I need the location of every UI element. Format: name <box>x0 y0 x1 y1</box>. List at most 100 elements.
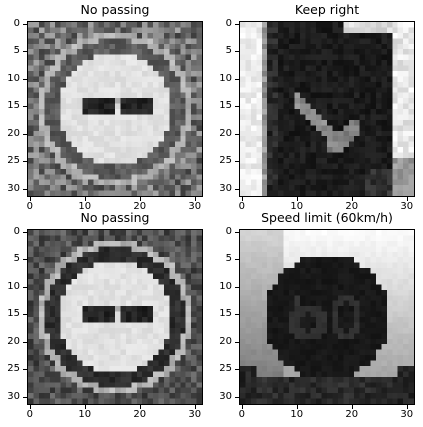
subplot-title: No passing <box>80 210 150 225</box>
y-tick-label: 25 <box>219 155 232 167</box>
x-tick-label: 20 <box>133 409 147 420</box>
y-tick-label: 25 <box>7 155 20 167</box>
y-tick-label: 20 <box>219 127 232 139</box>
y-tick-mark <box>23 23 27 25</box>
y-tick-mark <box>23 78 27 80</box>
traffic-sign-image <box>27 229 203 405</box>
x-tick-mark <box>194 197 196 201</box>
y-tick-label: 15 <box>7 308 20 320</box>
y-tick-mark <box>23 188 27 190</box>
y-tick-mark <box>235 23 239 25</box>
subplot-1: No passing 0 5 10 15 20 25 30 0 10 20 30 <box>7 2 203 212</box>
subplot-4: Speed limit (60km/h) 0 5 10 15 20 25 30 0 10 20 30 <box>219 210 415 420</box>
x-tick-label: 20 <box>345 201 359 212</box>
traffic-sign-image <box>27 21 203 197</box>
y-tick-mark <box>235 188 239 190</box>
y-tick-mark <box>235 259 239 261</box>
y-tick-mark <box>23 51 27 53</box>
y-tick-label: 20 <box>219 335 232 347</box>
x-tick-mark <box>406 405 408 409</box>
y-tick-label: 5 <box>225 45 232 57</box>
y-tick-label: 0 <box>225 225 232 237</box>
x-tick-mark <box>84 405 86 409</box>
x-tick-mark <box>241 197 243 201</box>
y-tick-mark <box>23 161 27 163</box>
y-tick-label: 5 <box>13 45 20 57</box>
y-tick-label: 30 <box>219 390 232 402</box>
y-tick-mark <box>235 161 239 163</box>
y-tick-label: 0 <box>13 225 20 237</box>
y-tick-label: 30 <box>7 182 20 194</box>
y-tick-label: 10 <box>7 280 20 292</box>
x-tick-label: 30 <box>400 201 414 212</box>
x-tick-label: 10 <box>290 409 304 420</box>
y-tick-mark <box>23 314 27 316</box>
x-tick-label: 20 <box>133 201 147 212</box>
x-tick-mark <box>84 197 86 201</box>
y-tick-mark <box>235 314 239 316</box>
y-tick-label: 15 <box>219 308 232 320</box>
y-tick-mark <box>23 231 27 233</box>
subplot-3: No passing 0 5 10 15 20 25 30 0 10 20 30 <box>7 210 203 420</box>
y-tick-label: 10 <box>219 72 232 84</box>
y-tick-mark <box>23 106 27 108</box>
y-tick-label: 15 <box>7 100 20 112</box>
y-tick-mark <box>235 51 239 53</box>
x-tick-label: 30 <box>188 201 202 212</box>
y-tick-mark <box>235 286 239 288</box>
y-tick-label: 20 <box>7 335 20 347</box>
y-tick-label: 20 <box>7 127 20 139</box>
subplot-title: Keep right <box>294 2 360 17</box>
traffic-sign-image <box>239 229 415 405</box>
x-tick-mark <box>29 197 31 201</box>
y-tick-label: 5 <box>225 253 232 265</box>
y-tick-label: 30 <box>7 390 20 402</box>
x-tick-label: 0 <box>238 409 245 420</box>
y-tick-label: 15 <box>219 100 232 112</box>
x-tick-label: 0 <box>26 201 33 212</box>
y-tick-mark <box>235 341 239 343</box>
y-tick-mark <box>235 396 239 398</box>
y-tick-mark <box>235 133 239 135</box>
y-tick-mark <box>23 259 27 261</box>
x-tick-label: 30 <box>400 409 414 420</box>
y-tick-mark <box>23 341 27 343</box>
y-tick-label: 10 <box>7 72 20 84</box>
traffic-sign-image <box>239 21 415 197</box>
y-tick-label: 30 <box>219 182 232 194</box>
subplot-title: Speed limit (60km/h) <box>261 210 393 225</box>
x-tick-mark <box>406 197 408 201</box>
y-tick-mark <box>23 286 27 288</box>
x-tick-mark <box>241 405 243 409</box>
x-tick-label: 0 <box>26 409 33 420</box>
y-tick-mark <box>23 369 27 371</box>
y-tick-label: 25 <box>219 363 232 375</box>
subplot-2: Keep right 0 5 10 15 20 25 30 0 10 20 30 <box>219 2 415 212</box>
y-tick-mark <box>235 231 239 233</box>
y-tick-mark <box>23 396 27 398</box>
x-tick-label: 10 <box>78 201 92 212</box>
y-tick-mark <box>235 369 239 371</box>
x-tick-mark <box>29 405 31 409</box>
x-tick-label: 10 <box>78 409 92 420</box>
x-tick-label: 0 <box>238 201 245 212</box>
x-tick-mark <box>296 197 298 201</box>
y-tick-label: 0 <box>13 17 20 29</box>
y-tick-label: 0 <box>225 17 232 29</box>
x-tick-label: 20 <box>345 409 359 420</box>
y-tick-label: 10 <box>219 280 232 292</box>
x-tick-mark <box>139 405 141 409</box>
x-tick-label: 10 <box>290 201 304 212</box>
y-tick-label: 25 <box>7 363 20 375</box>
x-tick-mark <box>351 405 353 409</box>
x-tick-mark <box>139 197 141 201</box>
subplot-title: No passing <box>80 2 150 17</box>
y-tick-mark <box>23 133 27 135</box>
y-tick-label: 5 <box>13 253 20 265</box>
y-tick-mark <box>235 78 239 80</box>
x-tick-mark <box>296 405 298 409</box>
x-tick-mark <box>351 197 353 201</box>
x-tick-mark <box>194 405 196 409</box>
x-tick-label: 30 <box>188 409 202 420</box>
y-tick-mark <box>235 106 239 108</box>
